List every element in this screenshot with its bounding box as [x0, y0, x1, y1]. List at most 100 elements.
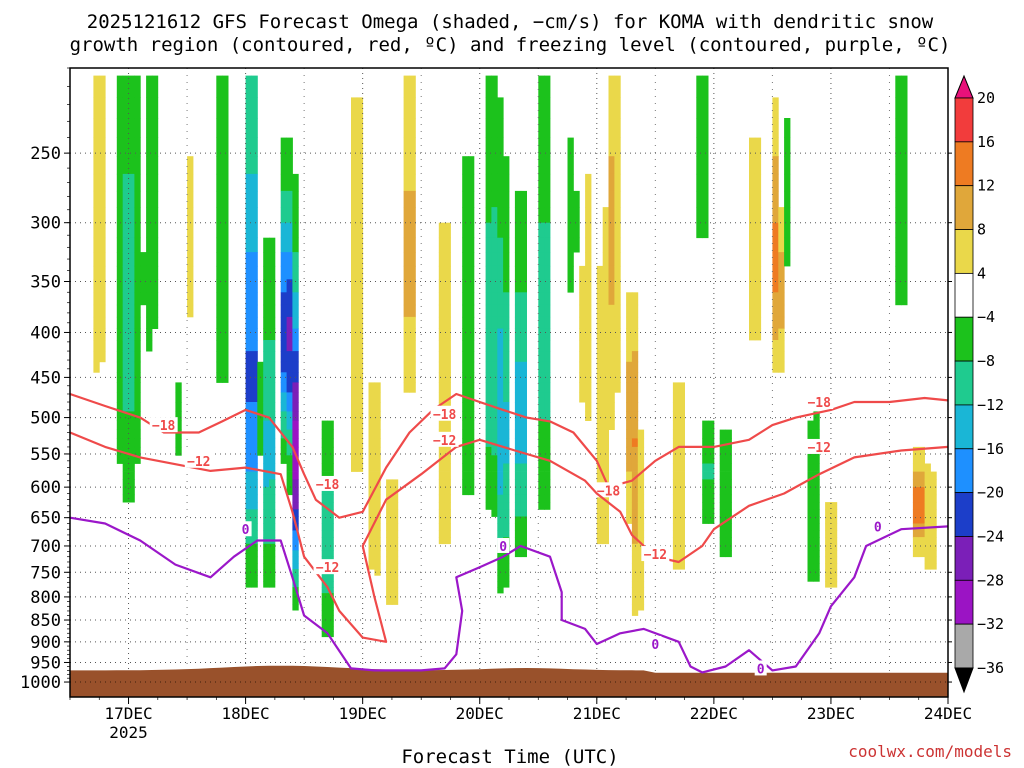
omega-cell [327, 604, 334, 611]
omega-cell [122, 328, 129, 341]
omega-cell [725, 471, 732, 480]
omega-cell [245, 351, 252, 363]
omega-cell [631, 402, 639, 412]
omega-cell [901, 265, 908, 280]
omega-cell [813, 463, 820, 472]
omega-cell [626, 402, 633, 412]
omega-cell [719, 537, 726, 545]
omega-cell [918, 455, 925, 464]
omega-cell [813, 455, 820, 464]
omega-cell [573, 222, 580, 239]
omega-cell [719, 438, 726, 448]
omega-cell [485, 402, 492, 412]
omega-cell [356, 222, 364, 239]
omega-cell [245, 292, 252, 306]
omega-cell [749, 156, 756, 175]
omega-cell [631, 361, 639, 373]
omega-cell [245, 340, 252, 352]
omega-cell [216, 118, 223, 138]
omega-cell [614, 372, 621, 383]
omega-cell [99, 292, 106, 306]
omega-cell [901, 279, 908, 293]
dgz-lower-label-bg [805, 438, 834, 454]
omega-cell [327, 626, 334, 632]
omega-cell [146, 316, 153, 329]
omega-cell [772, 207, 779, 224]
omega-cell [491, 97, 498, 119]
dgz-upper-label-bg [805, 394, 834, 410]
omega-cell [602, 316, 609, 329]
omega-cell [514, 487, 522, 496]
omega-cell [128, 487, 135, 496]
omega-cell [146, 97, 153, 119]
omega-cell [116, 372, 124, 383]
omega-cell [497, 438, 504, 448]
omega-cell [444, 487, 451, 496]
omega-cell [491, 446, 498, 456]
omega-cell [391, 502, 399, 510]
omega-cell [514, 471, 522, 480]
omega-cell [538, 420, 545, 430]
omega-cell [725, 509, 732, 517]
omega-cell [140, 252, 147, 267]
y-tick-label: 850 [30, 611, 61, 631]
omega-cell [292, 265, 299, 280]
omega-cell [409, 190, 416, 208]
omega-cell [503, 463, 510, 472]
omega-cell [263, 237, 270, 253]
omega-cell [503, 252, 510, 267]
omega-cell [497, 328, 504, 341]
omega-cell [514, 516, 522, 524]
omega-cell [778, 279, 785, 293]
colorbar-swatch [954, 579, 974, 625]
omega-cell [175, 411, 182, 421]
omega-cell [134, 137, 141, 157]
omega-cell [608, 190, 615, 208]
omega-cell [602, 361, 609, 373]
freezing-level-label-bg [497, 537, 510, 553]
omega-cell [754, 292, 762, 306]
omega-cell [93, 156, 100, 175]
omega-cell [813, 411, 820, 421]
omega-cell [151, 190, 159, 208]
dgz-lower-label: −12 [433, 434, 456, 449]
omega-cell [321, 516, 328, 524]
omega-cell [128, 411, 135, 421]
omega-cell [292, 173, 299, 192]
omega-cell [491, 328, 498, 341]
omega-cell [356, 252, 364, 267]
omega-cell [608, 382, 615, 393]
omega-cell [356, 237, 364, 253]
omega-cell [485, 502, 492, 510]
omega-cell [151, 137, 159, 157]
omega-cell [321, 429, 328, 439]
omega-cell [251, 190, 258, 208]
omega-cell [901, 75, 908, 98]
omega-cell [462, 328, 469, 341]
omega-cell [280, 207, 287, 224]
omega-cell [544, 237, 551, 253]
omega-cell [725, 494, 732, 503]
omega-cell [351, 304, 358, 318]
omega-cell [269, 563, 276, 570]
omega-cell [321, 487, 328, 496]
omega-cell [702, 487, 709, 496]
omega-cell [924, 463, 931, 472]
omega-cell [497, 207, 504, 224]
omega-cell [678, 455, 685, 464]
omega-cell [280, 438, 287, 448]
omega-cell [286, 382, 293, 393]
omega-cell [585, 361, 592, 373]
omega-cell [784, 173, 791, 192]
omega-cell [637, 463, 645, 472]
omega-cell [403, 190, 410, 208]
omega-cell [403, 340, 410, 352]
omega-cell [520, 351, 527, 363]
omega-cell [918, 530, 925, 538]
omega-cell [251, 75, 258, 98]
omega-cell [269, 237, 276, 253]
omega-cell [216, 173, 223, 192]
omega-cell [251, 207, 258, 224]
omega-cell [637, 581, 645, 588]
